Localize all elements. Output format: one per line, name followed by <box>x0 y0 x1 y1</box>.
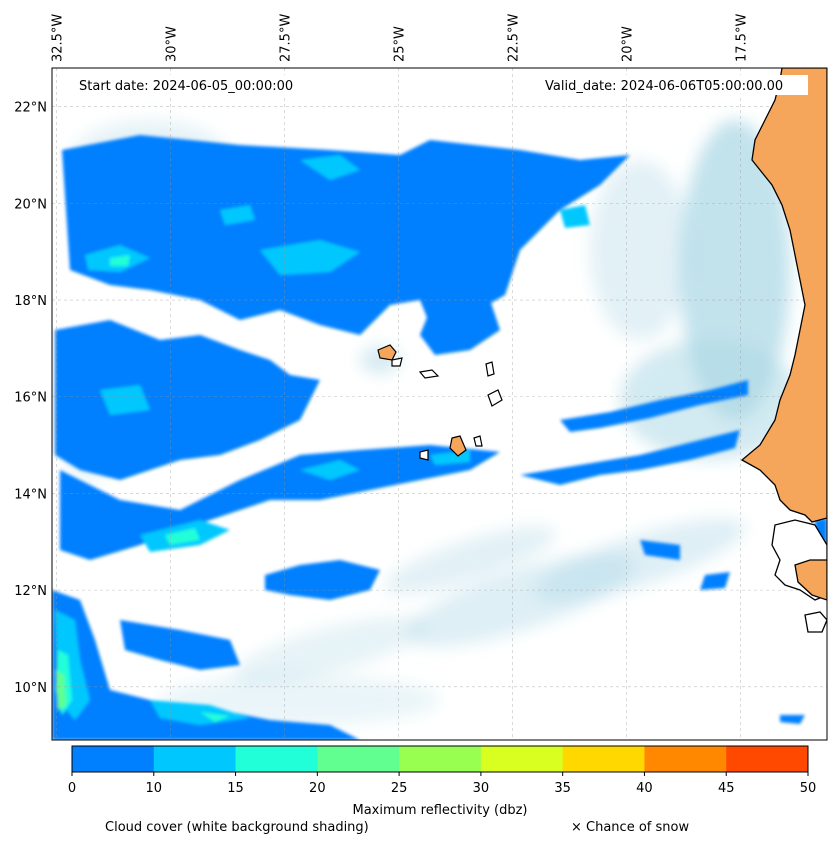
colorbar-swatch <box>644 746 727 772</box>
cape-verde-islands <box>377 344 503 461</box>
longitude-labels: 32.5°W 30°W 27.5°W 25°W 22.5°W 20°W 17.5°W <box>51 14 750 62</box>
longitude-tick-label: 20°W <box>620 26 635 62</box>
cloud-area <box>384 526 556 594</box>
longitude-tick-label: 25°W <box>392 26 407 62</box>
cloud-area <box>535 518 745 602</box>
colorbar-swatch <box>726 746 809 772</box>
colorbar-swatch <box>153 746 237 772</box>
reflectivity-0-10-dbz <box>52 135 827 740</box>
longitude-tick-label: 27.5°W <box>279 14 294 62</box>
map-gridlines <box>52 68 827 740</box>
latitude-tick-label: 12°N <box>14 584 47 599</box>
colorbar-swatches <box>72 746 809 772</box>
longitude-tick-label: 22.5°W <box>506 14 521 62</box>
colorbar-swatch <box>72 746 155 772</box>
colorbar-frame <box>71 745 809 773</box>
colorbar-tick-label: 35 <box>554 781 571 796</box>
start-date-box <box>72 75 312 95</box>
reflectivity-20-25-dbz <box>56 670 66 710</box>
colorbar-tick-label: 50 <box>800 781 817 796</box>
colorbar-tick-label: 30 <box>473 781 490 796</box>
colorbar-ticks: 0 10 15 20 25 30 35 40 45 50 <box>68 772 816 796</box>
snow-legend: × Chance of snow <box>571 820 689 835</box>
cloud-cover-legend: Cloud cover (white background shading) <box>105 820 369 835</box>
longitude-tick-label: 32.5°W <box>51 14 66 62</box>
island-sao-nicolau <box>418 369 440 379</box>
start-date-label: Start date: 2024-06-05_00:00:00 <box>79 79 293 94</box>
colorbar-tick-label: 0 <box>68 781 76 796</box>
latitude-tick-label: 14°N <box>14 487 47 502</box>
map-plot-area <box>52 68 827 740</box>
colorbar-swatch <box>235 746 318 772</box>
island-maio <box>473 435 483 447</box>
latitude-tick-label: 10°N <box>14 681 47 696</box>
bissagos-islands <box>804 611 827 633</box>
longitude-tick-label: 17.5°W <box>734 14 749 62</box>
colorbar-swatch <box>480 746 564 772</box>
colorbar-swatch <box>399 746 482 772</box>
land-areas <box>740 68 827 633</box>
colorbar-tick-label: 10 <box>146 781 163 796</box>
island-boa-vista <box>487 389 503 407</box>
island-fogo <box>419 449 429 461</box>
colorbar-tick-label: 25 <box>391 781 408 796</box>
island-santo-antao <box>377 344 397 361</box>
west-africa-coast <box>740 68 827 523</box>
colorbar-swatch <box>562 746 645 772</box>
latitude-tick-label: 16°N <box>14 391 47 406</box>
colorbar-tick-label: 20 <box>309 781 326 796</box>
valid-date-label: Valid_date: 2024-06-06T05:00:00.00 <box>545 79 783 94</box>
latitude-labels: 22°N 20°N 18°N 16°N 14°N 12°N 10°N <box>14 101 47 696</box>
island-sal <box>485 361 495 377</box>
valid-date-box <box>540 75 808 95</box>
cloud-area <box>590 160 690 340</box>
colorbar-label: Maximum reflectivity (dbz) <box>353 803 528 818</box>
longitude-tick-label: 30°W <box>165 26 180 62</box>
colorbar-tick-label: 15 <box>227 781 244 796</box>
colorbar-tick-label: 40 <box>636 781 653 796</box>
map-frame <box>51 67 828 741</box>
reflectivity-field <box>52 135 827 740</box>
colorbar-tick-label: 45 <box>718 781 735 796</box>
latitude-tick-label: 22°N <box>14 101 47 116</box>
colorbar: 0 10 15 20 25 30 35 40 45 50 Maximum reflectivity… <box>68 745 816 818</box>
cloud-area <box>233 616 427 684</box>
latitude-tick-label: 18°N <box>14 294 47 309</box>
island-sao-vicente <box>391 357 403 367</box>
latitude-tick-label: 20°N <box>14 197 47 212</box>
colorbar-swatch <box>317 746 400 772</box>
guinea-bissau-coast <box>794 559 827 601</box>
island-santiago <box>449 435 467 457</box>
